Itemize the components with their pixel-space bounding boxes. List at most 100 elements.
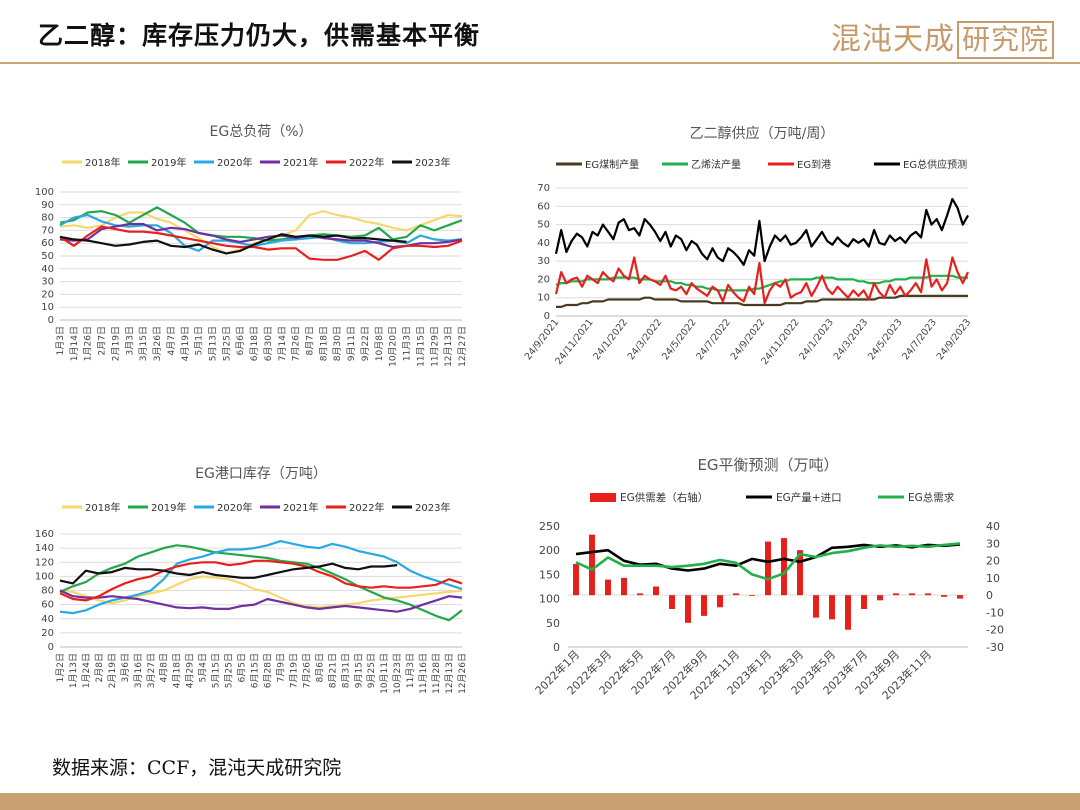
load-xtick-27: 11月29日 xyxy=(429,326,440,367)
balance-bar-9 xyxy=(717,595,723,608)
supply-ytick-2: 20 xyxy=(537,274,550,285)
load-xtick-18: 8月7日 xyxy=(305,326,316,355)
inventory-xtick-14: 6月5日 xyxy=(237,653,248,682)
load-xtick-2: 1月26日 xyxy=(83,326,94,361)
inventory-legend-label-1: 2019年 xyxy=(151,501,186,514)
balance-bar-2 xyxy=(605,579,611,596)
inventory-ytick-4: 80 xyxy=(41,586,54,597)
supply-xtick-8: 24/1/2023 xyxy=(797,317,836,362)
page-title: 乙二醇：库存压力仍大，供需基本平衡 xyxy=(38,21,481,50)
load-ytick-8: 80 xyxy=(41,213,54,224)
inventory-series-line-4 xyxy=(59,559,463,602)
inventory-legend-label-2: 2020年 xyxy=(217,501,252,514)
load-xtick-9: 4月19日 xyxy=(180,326,191,361)
chart-inventory: EG港口库存（万吨） 2018年 2019年 2020年 2021年 2022年 2023年… xyxy=(30,452,470,737)
load-xtick-8: 4月7日 xyxy=(166,326,177,355)
inventory-xtick-0: 1月2日 xyxy=(55,653,66,682)
balance-bar-0 xyxy=(573,564,579,596)
inventory-xtick-20: 8月6日 xyxy=(314,653,325,682)
supply-legend-label-2: EG到港 xyxy=(797,159,831,171)
balance-ytick-right-0: -30 xyxy=(986,641,1004,654)
load-legend-label-4: 2022年 xyxy=(349,156,384,169)
load-xtick-5: 3月3日 xyxy=(124,326,135,355)
load-ytick-4: 40 xyxy=(41,264,54,275)
supply-title: 乙二醇供应（万吨/周） xyxy=(690,125,835,142)
load-xtick-20: 8月30日 xyxy=(332,326,343,361)
load-legend-label-2: 2020年 xyxy=(217,156,252,169)
inventory-legend-label-5: 2023年 xyxy=(415,501,450,514)
load-xtick-24: 10月20日 xyxy=(388,326,399,367)
inventory-xtick-17: 7月9日 xyxy=(275,653,286,682)
load-title: EG总负荷（%） xyxy=(210,124,313,140)
load-legend-label-5: 2023年 xyxy=(415,156,450,169)
load-xtick-14: 6月18日 xyxy=(249,326,260,361)
load-ytick-10: 100 xyxy=(35,187,54,198)
balance-bar-15 xyxy=(813,595,819,618)
inventory-xtick-3: 2月8日 xyxy=(94,653,105,682)
load-xtick-17: 7月26日 xyxy=(291,326,302,361)
inventory-xtick-6: 3月16日 xyxy=(133,653,144,688)
inventory-series-line-1 xyxy=(59,544,463,622)
inventory-xtick-26: 10月23日 xyxy=(392,653,403,694)
inventory-ytick-2: 40 xyxy=(41,614,54,625)
inventory-xtick-7: 3月27日 xyxy=(146,653,157,688)
chart-supply: 乙二醇供应（万吨/周） EG煤制产量 乙烯法产量 EG到港 EG总供应预测 0 10 20 30… xyxy=(520,110,990,410)
supply-series-line-0 xyxy=(556,294,968,308)
inventory-xtick-1: 1月13日 xyxy=(68,653,79,688)
supply-xtick-5: 24/7/2022 xyxy=(694,317,733,362)
inventory-xtick-4: 2月19日 xyxy=(107,653,118,688)
load-xtick-11: 5月13日 xyxy=(207,326,218,361)
balance-ytick-left-1: 50 xyxy=(546,617,560,630)
supply-xtick-6: 24/9/2022 xyxy=(729,317,768,362)
balance-bar-17 xyxy=(845,595,851,630)
balance-ytick-left-3: 150 xyxy=(539,568,560,581)
supply-ytick-3: 30 xyxy=(537,256,550,267)
load-xtick-15: 6月30日 xyxy=(263,326,274,361)
inventory-ytick-8: 160 xyxy=(35,529,54,540)
balance-ytick-right-2: -10 xyxy=(986,606,1004,619)
load-legend-label-3: 2021年 xyxy=(283,156,318,169)
inventory-ytick-7: 140 xyxy=(35,543,54,554)
load-ytick-9: 90 xyxy=(41,200,54,211)
supply-legend-label-3: EG总供应预测 xyxy=(903,158,967,171)
load-ytick-3: 30 xyxy=(41,277,54,288)
load-xtick-26: 11月15日 xyxy=(415,326,426,367)
inventory-xtick-12: 5月15日 xyxy=(211,653,222,688)
balance-bar-24 xyxy=(957,595,963,599)
brand-name: 混沌天成 xyxy=(830,22,955,57)
supply-ytick-4: 40 xyxy=(537,238,550,249)
header-divider xyxy=(0,62,1080,64)
balance-ytick-right-5: 20 xyxy=(986,555,1000,568)
inventory-series-line-0 xyxy=(59,575,463,609)
inventory-series-line-3 xyxy=(59,589,463,613)
inventory-legend-label-3: 2021年 xyxy=(283,501,318,514)
balance-bar-1 xyxy=(589,534,595,596)
balance-bar-22 xyxy=(925,593,931,596)
load-xtick-3: 2月7日 xyxy=(97,326,108,355)
balance-bar-19 xyxy=(877,595,883,601)
inventory-ytick-1: 20 xyxy=(41,628,54,639)
load-ytick-7: 70 xyxy=(41,225,54,236)
balance-bar-16 xyxy=(829,595,835,620)
balance-bar-14 xyxy=(797,550,803,596)
load-ytick-1: 10 xyxy=(41,302,54,313)
chart-load: EG总负荷（%） 2018年 2019年 2020年 2021年 2022年 2023年 0 1… xyxy=(30,110,470,410)
balance-bar-12 xyxy=(765,541,771,596)
inventory-xtick-30: 12月13日 xyxy=(444,653,455,694)
inventory-xtick-22: 8月31日 xyxy=(340,653,351,688)
balance-legend-label-1: EG产量+进口 xyxy=(776,491,842,504)
load-xtick-10: 5月1日 xyxy=(194,326,205,355)
inventory-legend-label-4: 2022年 xyxy=(349,501,384,514)
load-xtick-22: 9月22日 xyxy=(360,326,371,361)
data-source-note: 数据来源：CCF，混沌天成研究院 xyxy=(52,757,342,779)
inventory-xtick-24: 9月25日 xyxy=(366,653,377,688)
inventory-xtick-21: 8月21日 xyxy=(327,653,338,688)
supply-series-line-2 xyxy=(554,256,969,305)
load-xtick-19: 8月18日 xyxy=(318,326,329,361)
load-ytick-2: 20 xyxy=(41,289,54,300)
supply-xtick-12: 24/9/2023 xyxy=(935,317,974,362)
inventory-xtick-5: 3月6日 xyxy=(120,653,131,682)
supply-xtick-9: 24/3/2023 xyxy=(832,317,871,362)
inventory-xtick-11: 5月4日 xyxy=(198,653,209,682)
supply-legend-label-0: EG煤制产量 xyxy=(585,158,639,171)
